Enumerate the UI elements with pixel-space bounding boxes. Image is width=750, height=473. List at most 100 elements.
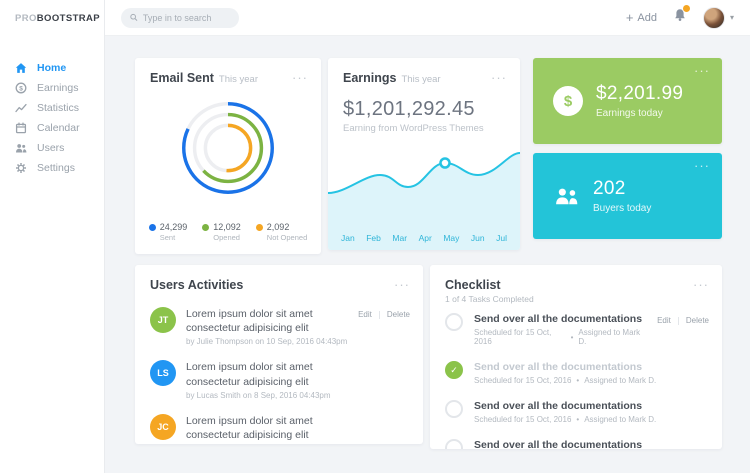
sidebar-nav: Home $ Earnings Statistics Calendar User… bbox=[0, 58, 104, 178]
task-scheduled: Scheduled for 15 Oct, 2016 bbox=[474, 376, 572, 385]
chevron-down-icon: ▾ bbox=[729, 13, 734, 22]
edit-link[interactable]: Edit bbox=[657, 316, 671, 325]
activity-meta: by Julie Thompson on 10 Sep, 2016 04:43p… bbox=[186, 337, 348, 347]
earnings-icon: $ bbox=[15, 82, 27, 94]
legend-dot bbox=[202, 224, 210, 231]
checklist-row: Send over all the documentations Schedul… bbox=[430, 307, 722, 352]
card-subtitle: This year bbox=[218, 74, 258, 85]
earnings-today-label: Earnings today bbox=[596, 108, 663, 119]
bullet: • bbox=[570, 332, 574, 342]
home-icon bbox=[15, 63, 27, 73]
earnings-today-card: ··· $ $2,201.99 Earnings today bbox=[533, 58, 722, 144]
topbar: + Add ▾ bbox=[105, 0, 750, 36]
checkbox-unchecked[interactable] bbox=[445, 313, 463, 331]
month-label: Feb bbox=[366, 233, 381, 243]
check-icon: ✓ bbox=[450, 364, 458, 375]
app-logo: PROBOOTSTRAP bbox=[15, 12, 101, 24]
card-menu-icon[interactable]: ··· bbox=[491, 70, 507, 85]
checkbox-unchecked[interactable] bbox=[445, 400, 463, 418]
sidebar-item-label: Statistics bbox=[37, 102, 80, 114]
task-assigned: Assigned to Mark D. bbox=[584, 415, 657, 424]
search-bar[interactable] bbox=[121, 7, 239, 28]
divider bbox=[378, 310, 380, 319]
sidebar-item-label: Calendar bbox=[37, 122, 80, 134]
statistics-icon bbox=[15, 103, 27, 113]
calendar-icon bbox=[15, 122, 27, 134]
buyers-icon bbox=[556, 188, 578, 204]
card-menu-icon[interactable]: ··· bbox=[394, 277, 410, 292]
card-menu-icon[interactable]: ··· bbox=[693, 277, 709, 292]
earnings-amount: $1,201,292.45 bbox=[343, 98, 475, 120]
sidebar-item-statistics[interactable]: Statistics bbox=[0, 98, 104, 118]
sidebar-item-calendar[interactable]: Calendar bbox=[0, 118, 104, 138]
month-axis: Jan Feb Mar Apr May Jun Jul bbox=[328, 226, 520, 250]
legend-item-sent: 24,299 Sent bbox=[148, 222, 187, 242]
donut-ring-not-opened bbox=[203, 123, 253, 173]
sidebar-item-earnings[interactable]: $ Earnings bbox=[0, 78, 104, 98]
checkbox-checked[interactable]: ✓ bbox=[445, 361, 463, 379]
activity-meta: by Lucas Smith on 8 Sep, 2016 04:43pm bbox=[186, 390, 331, 400]
sidebar-item-label: Home bbox=[37, 62, 67, 74]
month-label: Jul bbox=[496, 233, 507, 243]
add-button-label: Add bbox=[637, 11, 657, 24]
card-menu-icon[interactable]: ··· bbox=[694, 158, 710, 173]
task-scheduled: Scheduled for 15 Oct, 2016 bbox=[474, 415, 572, 424]
checklist-subtitle: 1 of 4 Tasks Completed bbox=[445, 294, 534, 304]
donut-ring-opened bbox=[192, 112, 264, 184]
bullet: • bbox=[576, 376, 580, 385]
legend-dot bbox=[255, 224, 263, 231]
email-sent-card: Email Sent This year ··· 24,299 Sent bbox=[135, 58, 321, 254]
add-button[interactable]: + Add bbox=[626, 11, 657, 24]
card-subtitle: This year bbox=[401, 74, 441, 85]
legend-item-not-opened: 2,092 Not Opened bbox=[255, 222, 307, 242]
earnings-today-amount: $2,201.99 bbox=[596, 83, 684, 104]
card-title: Checklist bbox=[445, 278, 501, 292]
search-input[interactable] bbox=[142, 12, 230, 23]
sidebar-item-label: Earnings bbox=[37, 82, 79, 94]
legend-item-opened: 12,092 Opened bbox=[202, 222, 241, 242]
delete-link[interactable]: Delete bbox=[685, 316, 709, 325]
month-label: Mar bbox=[392, 233, 408, 243]
avatar: LS bbox=[150, 360, 176, 387]
legend-dot bbox=[148, 224, 156, 231]
activity-text: Lorem ipsum dolor sit amet consectetur a… bbox=[186, 361, 313, 388]
month-label: Jun bbox=[470, 233, 485, 243]
card-title: Earnings bbox=[343, 71, 397, 85]
card-title: Users Activities bbox=[150, 278, 244, 292]
task-scheduled: Scheduled for 15 Oct, 2016 bbox=[474, 328, 552, 346]
task-assigned: Assigned to Mark D. bbox=[578, 328, 641, 346]
avatar: JT bbox=[150, 307, 176, 333]
notifications-button[interactable] bbox=[673, 4, 691, 27]
checklist-row: Send over all the documentations Schedul… bbox=[430, 394, 722, 430]
sidebar-item-home[interactable]: Home bbox=[0, 58, 104, 78]
sidebar: PROBOOTSTRAP Home $ Earnings Statistics … bbox=[0, 0, 105, 473]
task-title: Send over all the documentations bbox=[474, 439, 643, 449]
checkbox-unchecked[interactable] bbox=[445, 439, 463, 449]
sidebar-item-settings[interactable]: Settings bbox=[0, 158, 104, 178]
checklist-card: Checklist ··· 1 of 4 Tasks Completed Sen… bbox=[430, 265, 722, 449]
month-label: Jan bbox=[341, 233, 355, 243]
month-label: Apr bbox=[418, 233, 432, 243]
avatar: JC bbox=[150, 413, 176, 440]
svg-text:$: $ bbox=[19, 85, 23, 92]
plus-icon: + bbox=[625, 10, 634, 25]
card-menu-icon[interactable]: ··· bbox=[694, 63, 710, 78]
activity-row: JT Lorem ipsum dolor sit amet consectetu… bbox=[135, 300, 423, 353]
user-menu[interactable]: ▾ bbox=[702, 6, 734, 29]
sidebar-item-users[interactable]: Users bbox=[0, 138, 104, 158]
settings-icon bbox=[16, 163, 26, 173]
task-title: Send over all the documentations bbox=[474, 361, 643, 373]
bullet: • bbox=[576, 415, 580, 424]
delete-link[interactable]: Delete bbox=[386, 310, 410, 319]
card-menu-icon[interactable]: ··· bbox=[292, 70, 308, 85]
sidebar-item-label: Users bbox=[37, 142, 65, 154]
edit-link[interactable]: Edit bbox=[358, 310, 372, 319]
checklist-row: ✓ Send over all the documentations Sched… bbox=[430, 355, 722, 391]
users-icon bbox=[16, 144, 27, 153]
donut-ring-sent bbox=[182, 102, 274, 194]
buyers-today-label: Buyers today bbox=[593, 203, 652, 214]
chart-marker bbox=[439, 157, 451, 169]
search-icon bbox=[130, 13, 138, 21]
buyers-today-value: 202 bbox=[593, 178, 626, 199]
